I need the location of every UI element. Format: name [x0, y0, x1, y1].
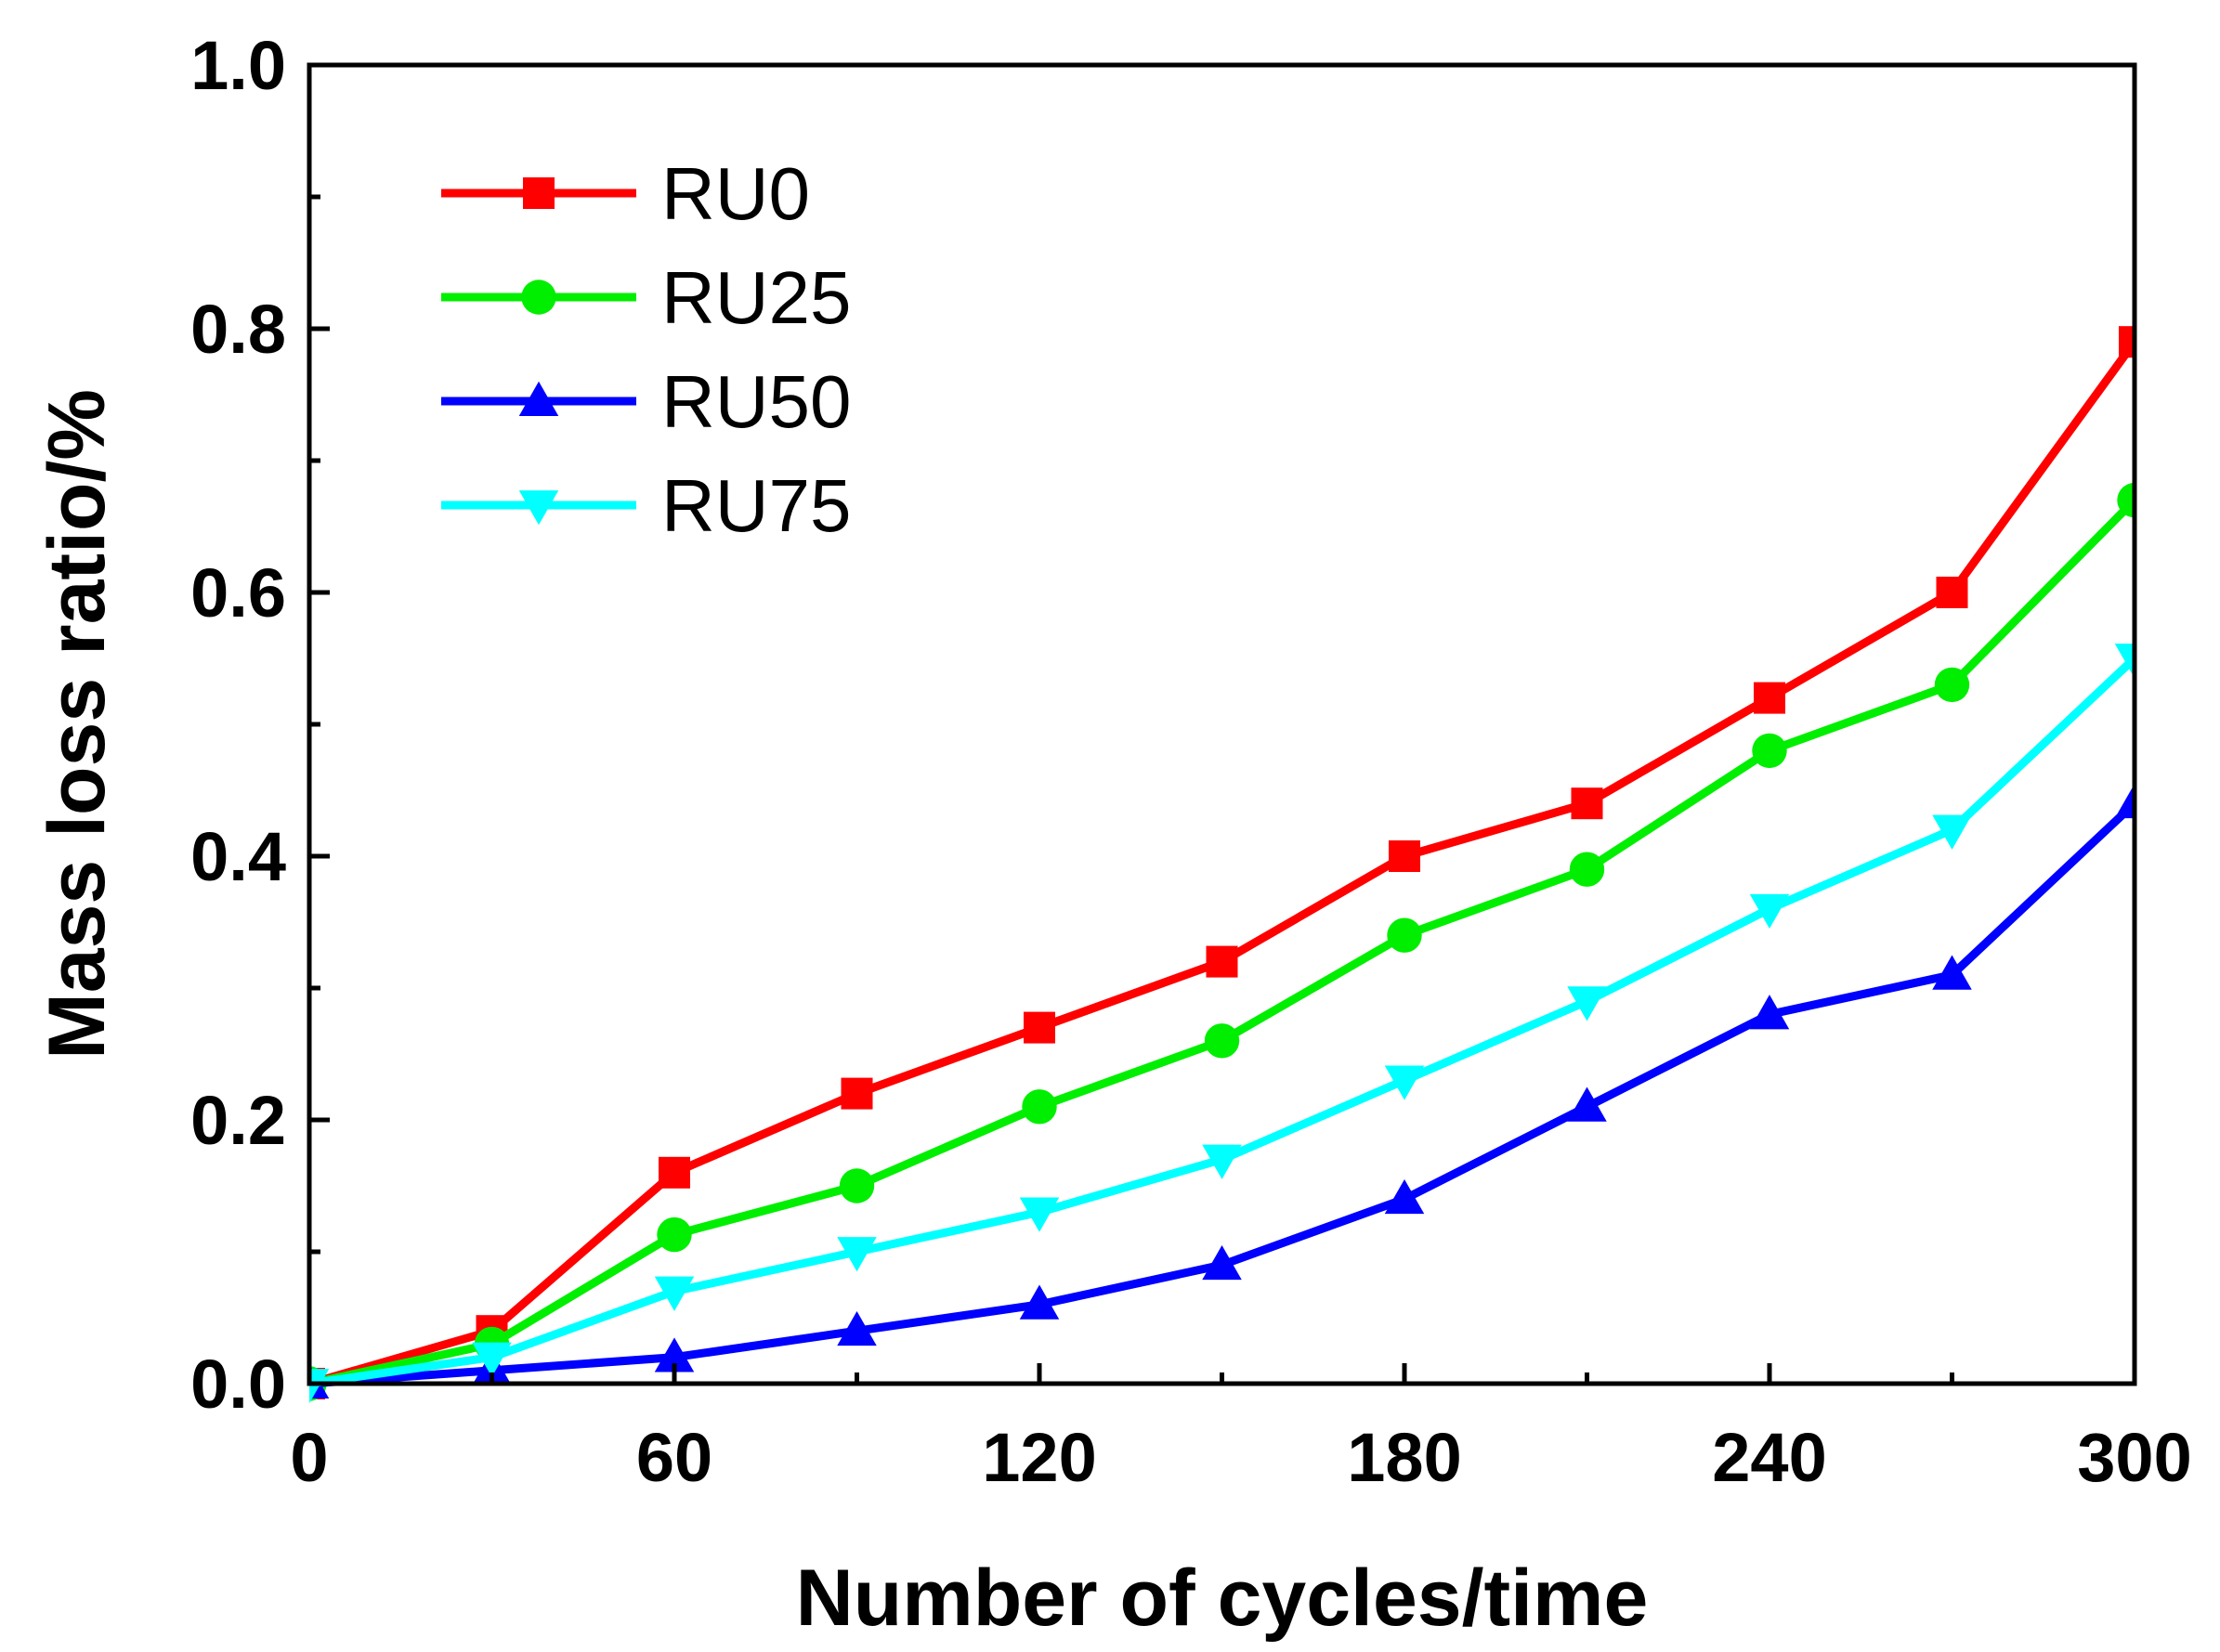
y-tick-label: 0.4 — [190, 818, 286, 895]
data-point-ru25 — [2117, 482, 2135, 518]
labels-layer: 0 60 120 180 240 300 0.0 0.2 0.4 0.6 0.8 1.0 — [190, 27, 2192, 1496]
data-point-ru75 — [472, 1342, 512, 1377]
y-tick-label: 0.8 — [190, 291, 286, 368]
data-point-ru25 — [839, 1168, 875, 1203]
data-point-ru0 — [1206, 945, 1238, 978]
data-point-ru0 — [1936, 577, 1968, 608]
data-point-ru25 — [1204, 1023, 1240, 1059]
data-point-ru75 — [1932, 814, 1972, 850]
data-point-ru75 — [1749, 893, 1790, 930]
data-point-ru50 — [654, 1337, 695, 1372]
y-axis-title: Mass loss ratio/% — [33, 389, 122, 1060]
x-axis-title: Number of cycles/time — [796, 1554, 1649, 1643]
x-tick-label: 180 — [1347, 1419, 1461, 1496]
data-point-ru25 — [1569, 852, 1605, 887]
legend-label-ru25: RU25 — [661, 256, 852, 339]
series-line-ru50 — [309, 800, 2135, 1388]
x-tick-label: 300 — [2077, 1419, 2191, 1496]
y-tick-label: 0.2 — [190, 1082, 286, 1159]
data-point-ru75 — [309, 1369, 330, 1404]
data-point-ru25 — [1934, 667, 1970, 703]
legend-label-ru75: RU75 — [661, 464, 852, 547]
y-tick-label: 0.6 — [190, 554, 286, 631]
data-point-ru0 — [659, 1156, 690, 1189]
data-point-ru50 — [837, 1310, 877, 1346]
legend-label-ru50: RU50 — [661, 360, 852, 443]
data-point-ru0 — [1389, 840, 1420, 872]
y-tick-label: 1.0 — [190, 27, 286, 104]
data-point-ru0 — [1024, 1011, 1055, 1044]
legend-marker-ru0 — [523, 177, 555, 209]
data-point-ru75 — [654, 1276, 695, 1311]
legend-label-ru0: RU0 — [661, 152, 810, 235]
legend-item-ru75: RU75 — [441, 464, 852, 547]
legend-marker-ru50 — [518, 381, 559, 416]
x-tick-label: 0 — [290, 1419, 328, 1496]
data-point-ru75 — [1202, 1144, 1242, 1179]
series-line-ru0 — [309, 339, 2135, 1388]
data-point-ru75 — [1019, 1197, 1060, 1232]
data-point-ru50 — [1384, 1178, 1425, 1215]
data-point-ru0 — [2119, 326, 2135, 358]
data-point-ru75 — [2114, 644, 2135, 679]
data-point-ru25 — [1387, 917, 1422, 953]
data-point-ru50 — [1749, 995, 1790, 1030]
data-point-ru0 — [1754, 682, 1785, 714]
legend-item-ru25: RU25 — [441, 256, 852, 339]
data-point-ru25 — [1752, 733, 1787, 769]
data-point-ru50 — [1932, 955, 1972, 990]
axes-layer — [307, 62, 2137, 1386]
data-point-ru50 — [1202, 1244, 1242, 1281]
data-point-ru50 — [2114, 783, 2135, 819]
data-point-ru75 — [1567, 986, 1607, 1021]
data-point-ru50 — [1019, 1284, 1060, 1320]
data-point-ru25 — [657, 1216, 692, 1253]
data-point-ru75 — [1384, 1065, 1425, 1100]
series-layer — [309, 326, 2135, 1404]
legend-marker-ru25 — [521, 280, 556, 315]
legend-item-ru0: RU0 — [441, 152, 810, 235]
data-point-ru25 — [1022, 1089, 1057, 1125]
legend-marker-ru75 — [518, 490, 559, 526]
legend-item-ru50: RU50 — [441, 360, 852, 443]
data-point-ru0 — [841, 1077, 873, 1110]
plot-frame — [307, 62, 2137, 1386]
y-tick-label: 0.0 — [190, 1346, 286, 1423]
data-point-ru50 — [1567, 1086, 1607, 1122]
legend: RU0 RU25 RU50 RU75 — [441, 152, 852, 547]
data-point-ru0 — [1571, 787, 1603, 820]
data-point-ru75 — [837, 1237, 877, 1272]
x-tick-label: 240 — [1712, 1419, 1826, 1496]
x-tick-label: 60 — [636, 1419, 712, 1496]
x-tick-label: 120 — [982, 1419, 1096, 1496]
